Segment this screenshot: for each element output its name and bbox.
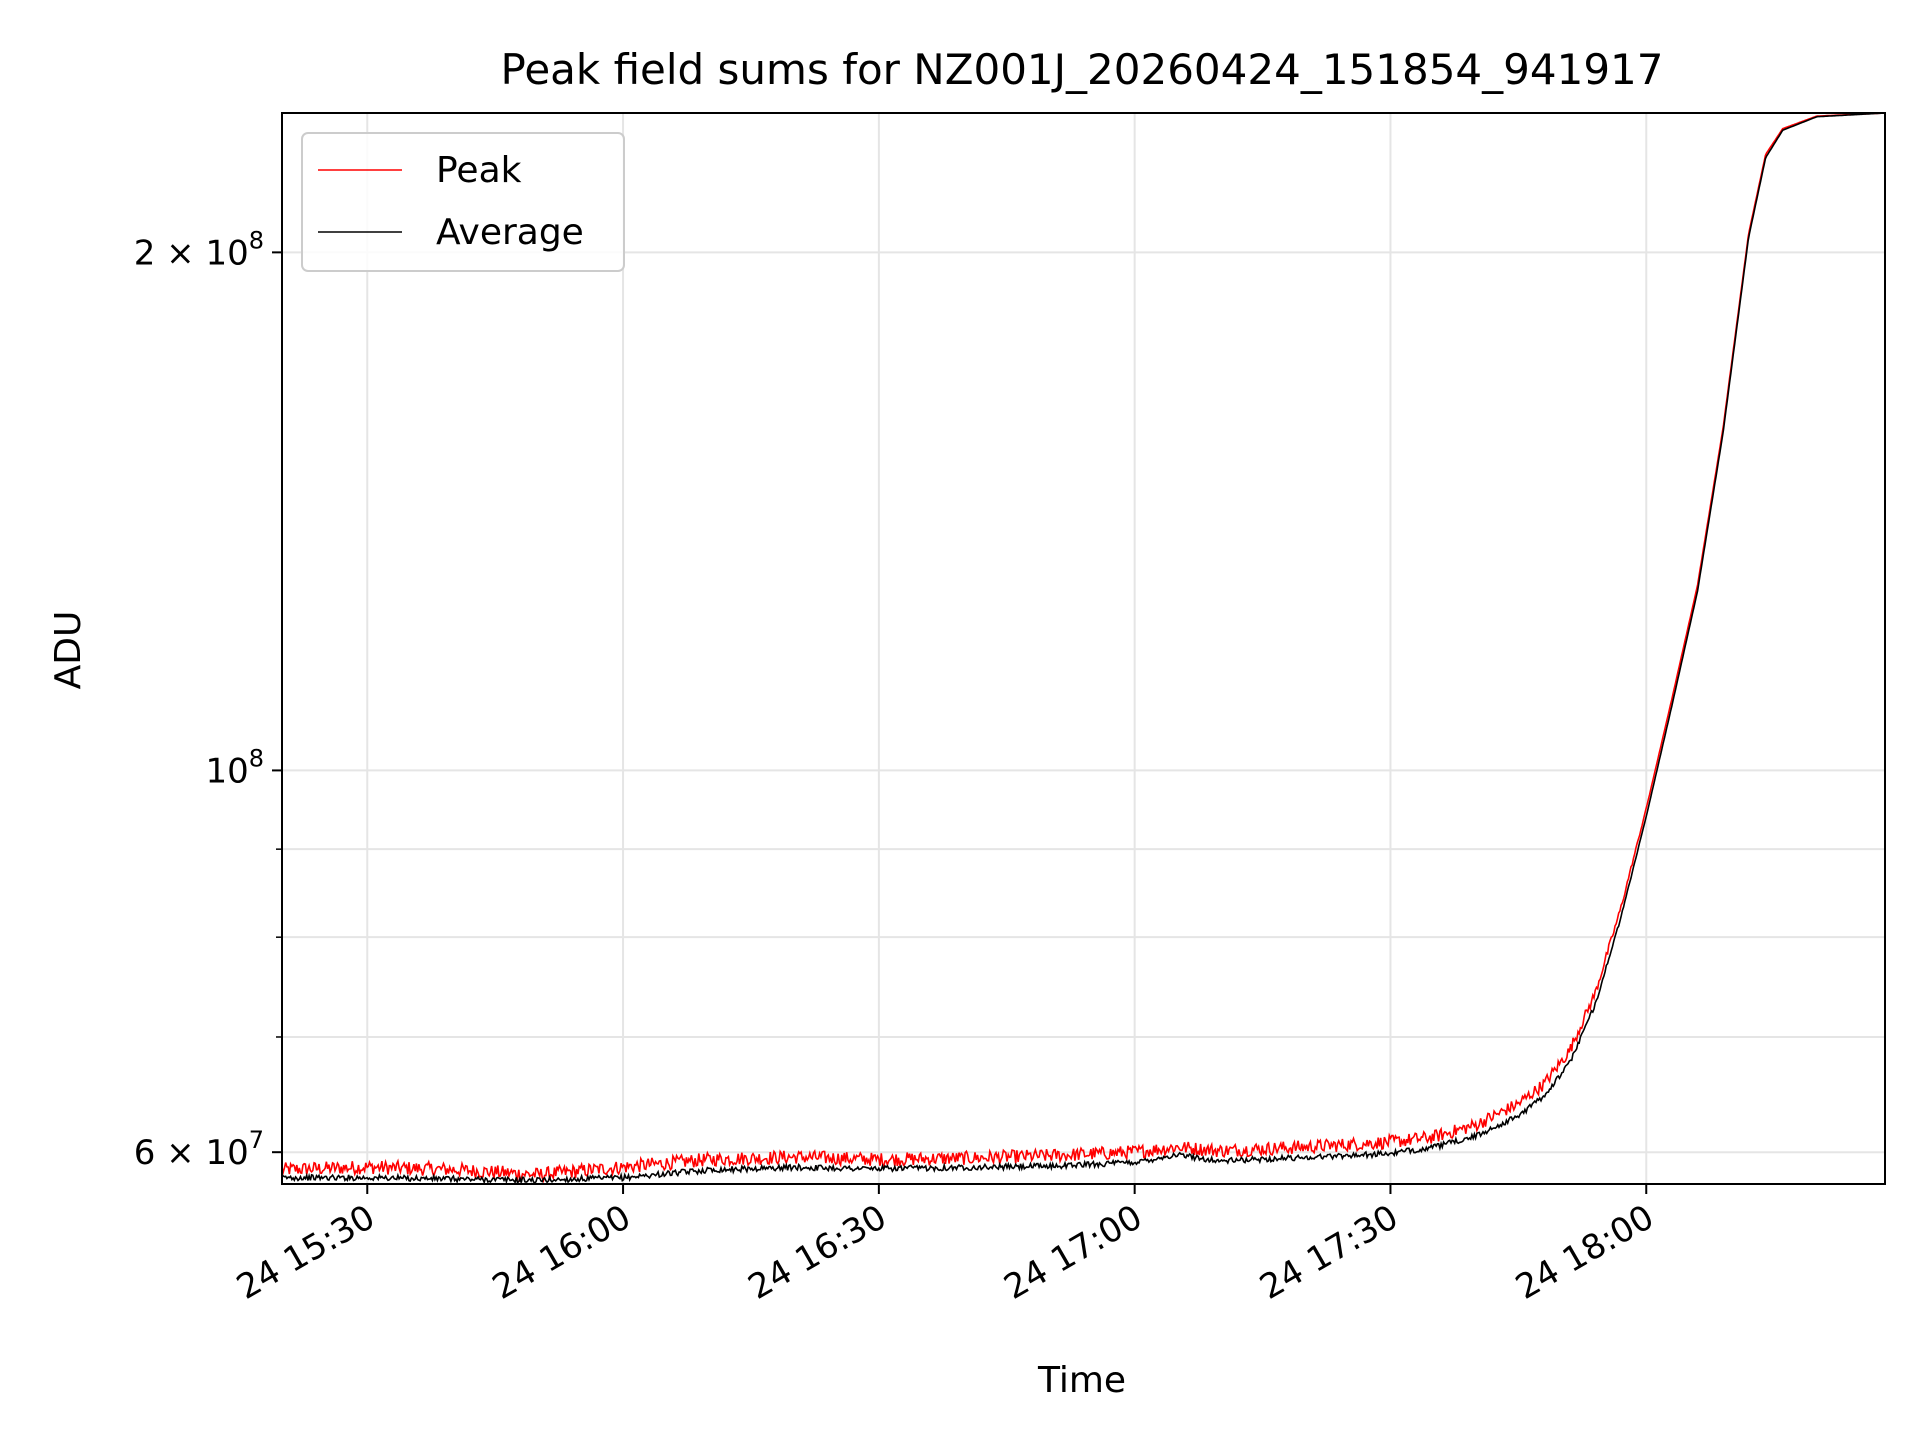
legend-label-peak: Peak: [436, 150, 522, 191]
series-line-average: [282, 113, 1885, 1184]
y-axis-label: ADU: [48, 611, 89, 690]
x-axis-label: Time: [1037, 1360, 1126, 1401]
plot-area: [282, 113, 1885, 1184]
series-layer: [282, 113, 1885, 1184]
y-tick-label: 2 × 108: [134, 226, 264, 273]
y-tick-label-base: 2 × 10: [134, 233, 249, 273]
chart-title: Peak field sums for NZ001J_20260424_1518…: [501, 45, 1664, 94]
y-tick-label-exponent: 8: [249, 744, 264, 772]
plot-frame: [281, 112, 1886, 1185]
legend-label-average: Average: [436, 212, 584, 253]
y-tick-label-exponent: 8: [249, 226, 264, 254]
y-tick-label: 6 × 107: [134, 1126, 264, 1173]
legend-box: [301, 132, 625, 272]
y-tick-label: 108: [205, 744, 264, 791]
legend: Peak Average: [301, 132, 625, 272]
y-tick-label-base: 10: [205, 751, 248, 791]
y-tick-label-base: 6 × 10: [134, 1133, 249, 1173]
y-tick-label-exponent: 7: [249, 1126, 264, 1154]
